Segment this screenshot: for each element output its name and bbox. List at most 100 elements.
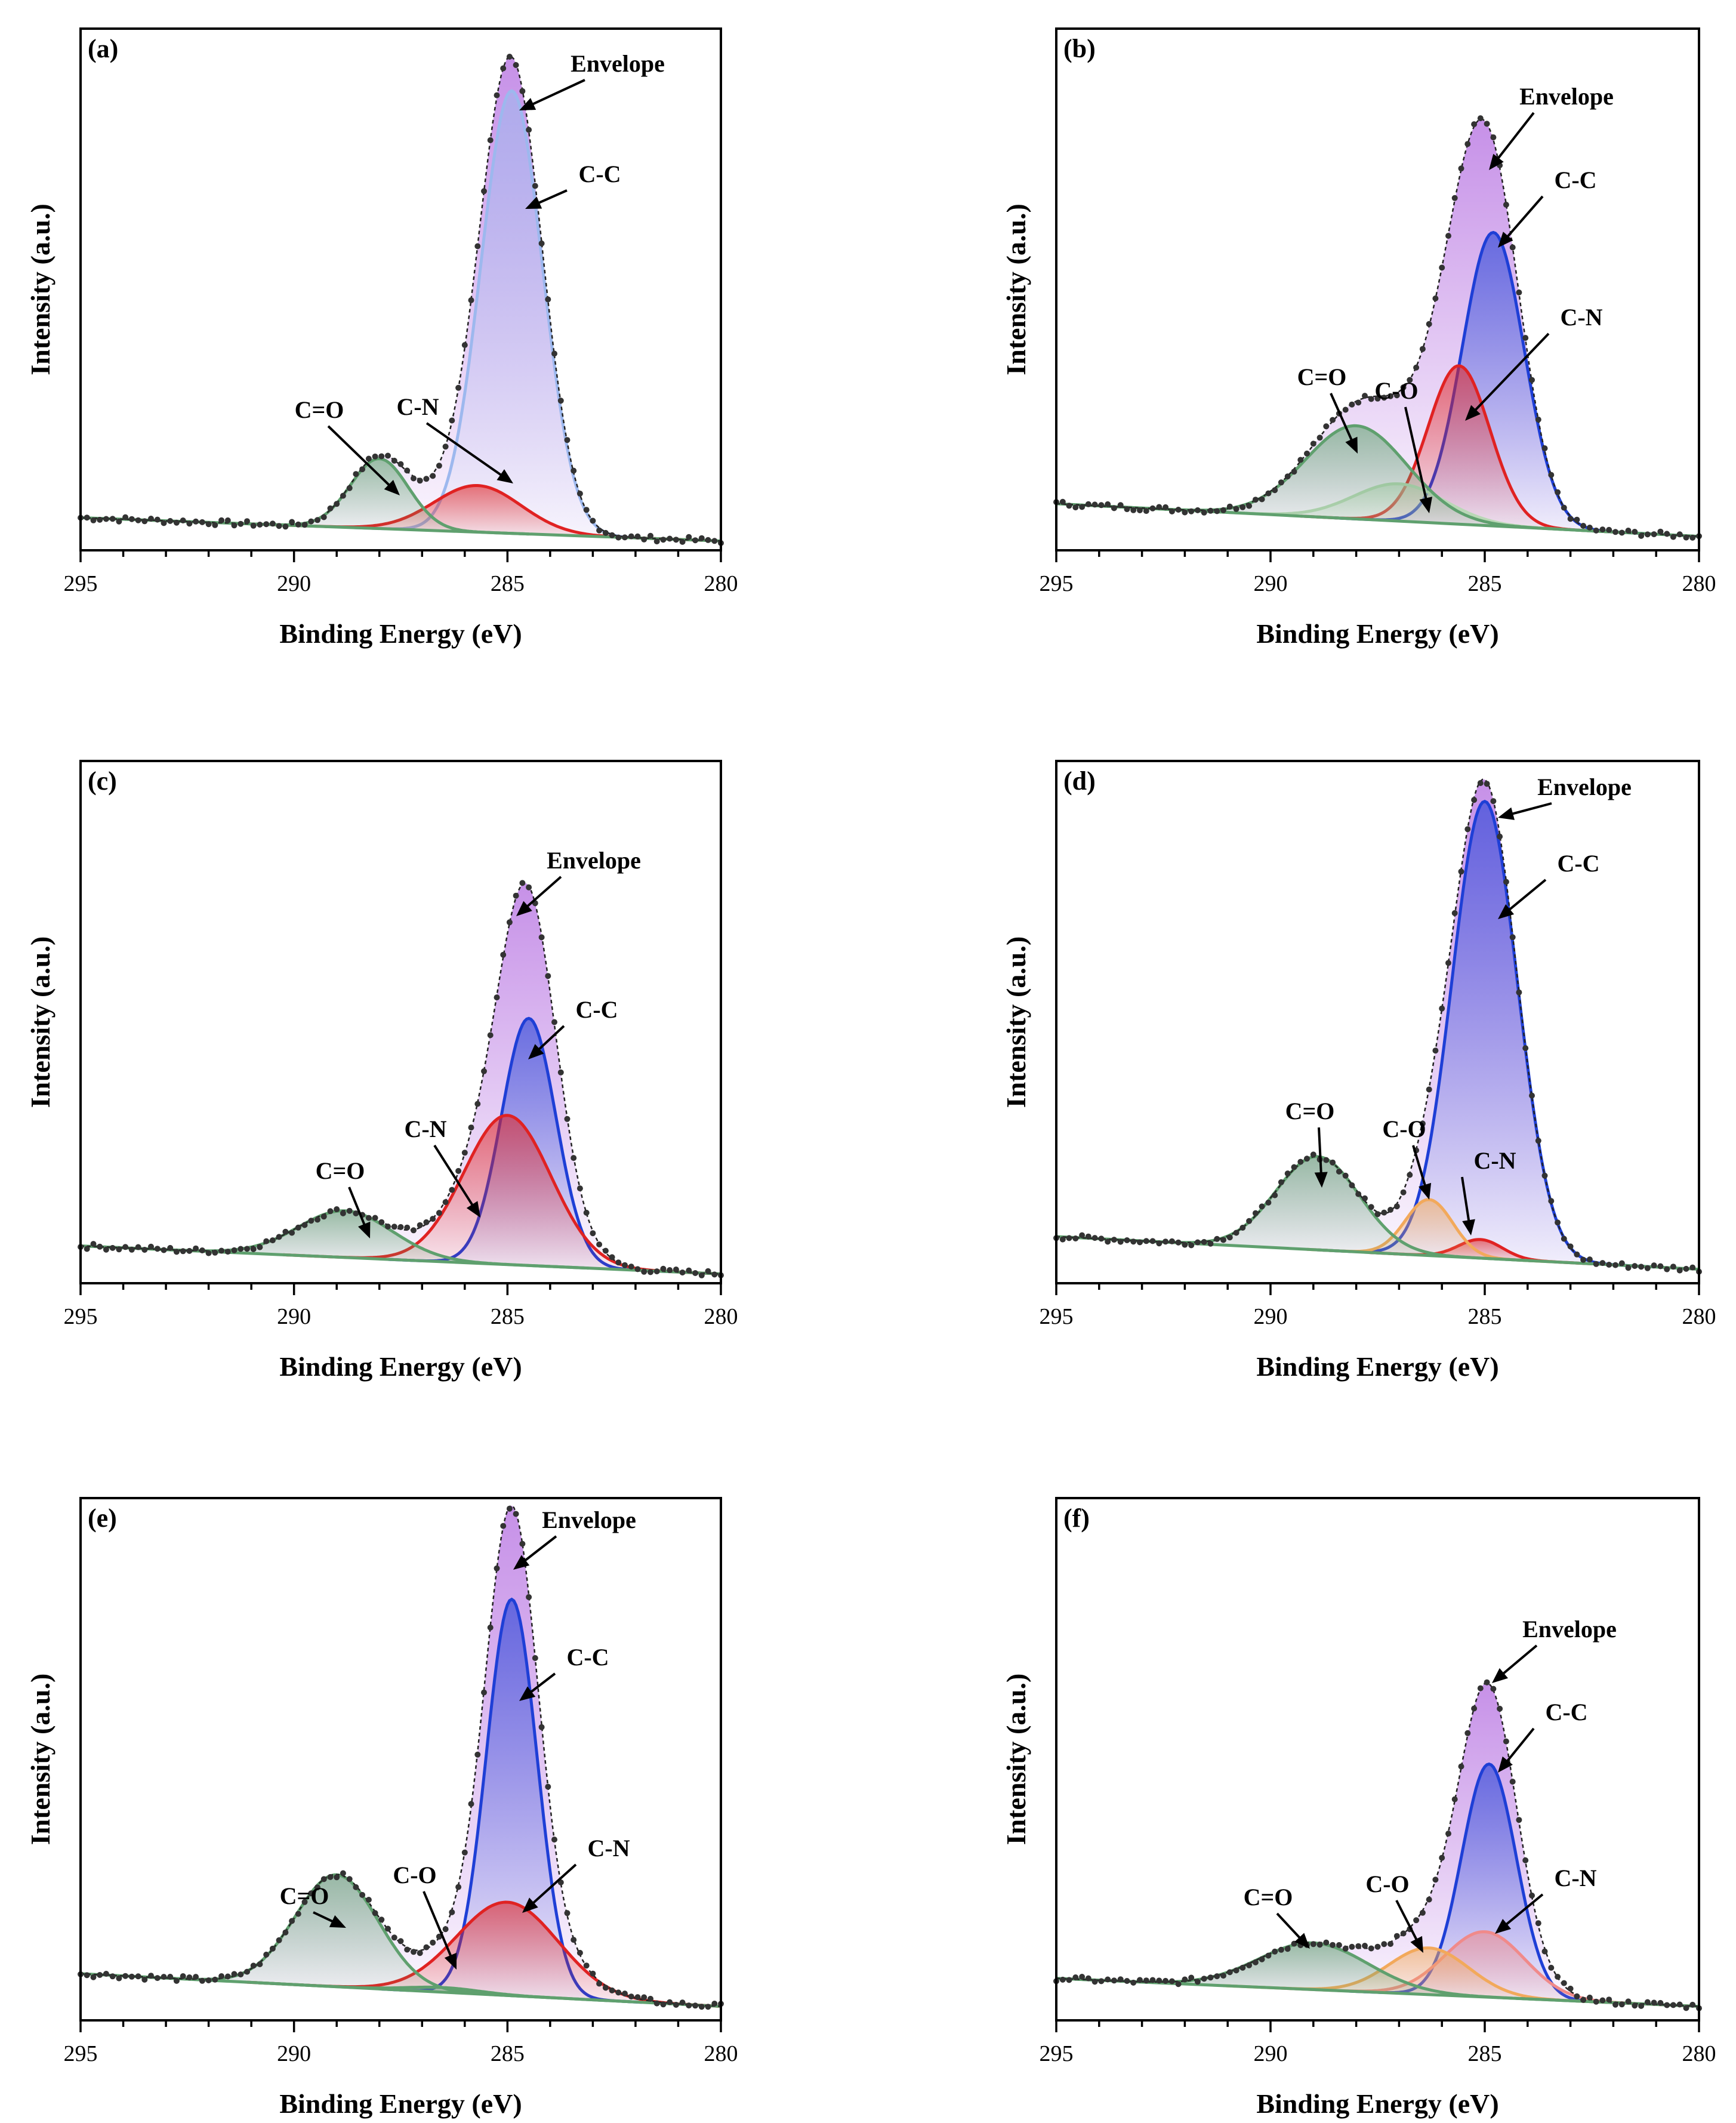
data-point xyxy=(615,534,622,541)
data-point xyxy=(1541,1948,1548,1955)
data-point xyxy=(1175,1981,1182,1988)
data-point xyxy=(455,1167,462,1174)
envelope-area xyxy=(81,56,721,541)
x-tick-label: 295 xyxy=(1040,2041,1074,2066)
plot-frame xyxy=(79,760,722,1284)
data-point xyxy=(212,1976,218,1983)
peak-fill-c-n xyxy=(1300,365,1618,532)
data-point xyxy=(244,1968,250,1975)
data-point xyxy=(538,240,545,246)
data-point xyxy=(1529,377,1535,383)
data-point xyxy=(141,518,148,525)
data-point xyxy=(224,517,231,523)
data-point xyxy=(1400,384,1407,390)
annotation-envelope: Envelope xyxy=(547,847,641,874)
data-point xyxy=(551,1019,557,1025)
data-point xyxy=(1226,1234,1233,1241)
data-point xyxy=(90,517,97,523)
data-point xyxy=(1426,1896,1432,1903)
data-point xyxy=(1091,1979,1098,1985)
data-point xyxy=(308,518,314,525)
annotation-arrowhead xyxy=(516,901,532,916)
data-point xyxy=(500,65,507,72)
data-point xyxy=(340,492,346,499)
data-point xyxy=(167,1974,174,1980)
y-axis-title: Intensity (a.u.) xyxy=(25,936,55,1108)
data-point xyxy=(1516,1817,1522,1823)
data-point xyxy=(154,516,161,523)
data-point xyxy=(417,1222,423,1228)
data-point xyxy=(1349,401,1355,408)
data-point xyxy=(1194,507,1201,513)
panel-label: (c) xyxy=(88,766,117,796)
data-point xyxy=(660,1265,667,1272)
data-point xyxy=(442,443,449,450)
annotation-arrow xyxy=(1395,1900,1421,1946)
annotation-c-c: C-C xyxy=(578,161,621,187)
data-point xyxy=(263,521,270,528)
x-axis-title: Binding Energy (eV) xyxy=(1256,1351,1498,1382)
data-point xyxy=(116,1975,122,1982)
data-point xyxy=(1226,503,1233,510)
data-point xyxy=(295,521,301,528)
data-point xyxy=(385,452,391,459)
data-point xyxy=(1451,910,1458,916)
data-point xyxy=(1079,1232,1086,1238)
data-point xyxy=(1561,504,1567,511)
data-point xyxy=(1618,529,1625,536)
data-point xyxy=(1419,1120,1426,1127)
data-point xyxy=(1168,1978,1175,1985)
data-point xyxy=(1201,1238,1207,1245)
data-point xyxy=(1233,506,1239,512)
data-point xyxy=(1278,1946,1284,1953)
data-point xyxy=(1606,1996,1612,2003)
data-point xyxy=(1555,1974,1561,1980)
data-point xyxy=(116,518,122,525)
data-point xyxy=(1059,498,1066,505)
data-point xyxy=(1387,1207,1393,1213)
data-point xyxy=(519,1540,526,1547)
data-point xyxy=(1194,1239,1201,1246)
data-point xyxy=(1342,1172,1349,1179)
data-point xyxy=(1188,1974,1195,1981)
annotation-c-o: C-O xyxy=(1382,1116,1426,1142)
annotation-c-n: C-N xyxy=(1554,1865,1596,1891)
annotation-arrow xyxy=(425,422,507,480)
data-point xyxy=(1612,2001,1618,2008)
data-point xyxy=(154,1246,161,1252)
data-point xyxy=(250,1962,257,1969)
data-point xyxy=(1252,497,1259,503)
data-point xyxy=(1445,1831,1451,1837)
envelope-line xyxy=(80,882,721,1275)
annotation-c-n: C-N xyxy=(396,393,439,420)
data-point xyxy=(1509,244,1516,251)
data-point xyxy=(1368,396,1374,402)
x-tick-label: 285 xyxy=(1468,571,1502,596)
data-point xyxy=(1111,1237,1117,1243)
data-point xyxy=(660,2001,667,2008)
data-point xyxy=(1059,1236,1066,1243)
data-point xyxy=(334,1874,340,1881)
panel-label: (e) xyxy=(88,1503,117,1533)
data-point xyxy=(180,1248,186,1255)
annotation-arrow xyxy=(1470,332,1550,416)
data-point xyxy=(1593,527,1599,534)
data-point xyxy=(1426,1086,1432,1093)
data-point xyxy=(1098,1978,1105,1985)
data-point xyxy=(218,1247,225,1254)
data-point xyxy=(1548,1964,1555,1971)
data-point xyxy=(1574,516,1580,523)
data-point xyxy=(327,505,334,512)
data-point xyxy=(1497,833,1503,840)
data-point xyxy=(1618,1260,1625,1267)
data-point xyxy=(186,520,193,527)
annotation-c-c: C-C xyxy=(1557,850,1599,877)
data-point xyxy=(1400,1189,1407,1195)
data-point xyxy=(289,1918,295,1924)
data-point xyxy=(116,1246,122,1253)
data-point xyxy=(205,521,212,528)
data-point xyxy=(1432,1047,1439,1054)
annotation-arrowhead xyxy=(1495,1919,1512,1934)
chart-panel: 295 290 285 280 Binding Energy (eV) Intensity… xyxy=(1001,27,1716,649)
data-point xyxy=(1381,1209,1387,1216)
